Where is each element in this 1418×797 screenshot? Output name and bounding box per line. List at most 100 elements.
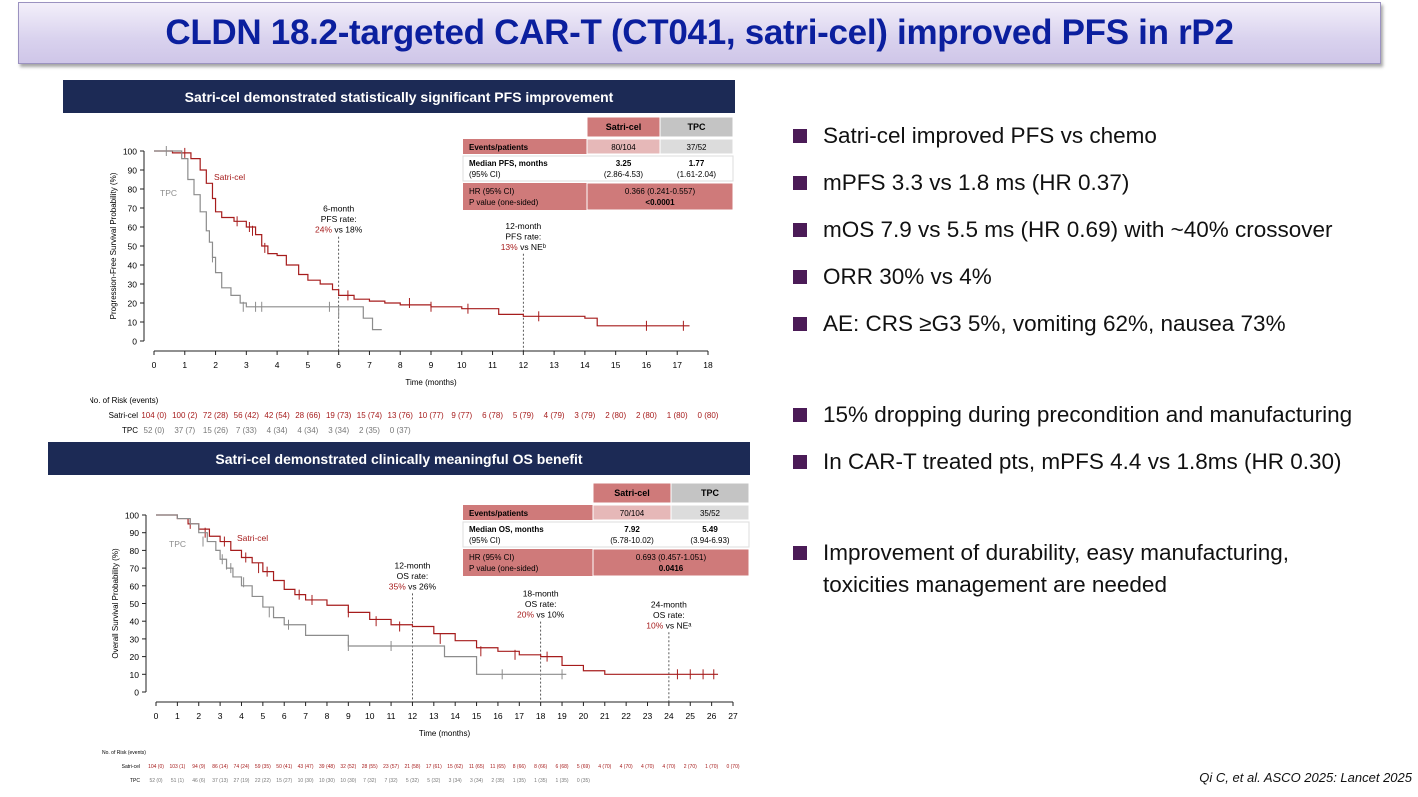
risk-value-satri: 42 (54): [264, 411, 290, 420]
risk-value-tpc: 2 (35): [359, 426, 380, 435]
risk-value-tpc: 27 (19): [234, 778, 250, 783]
pfs-panel-header: Satri-cel demonstrated statistically sig…: [63, 80, 735, 113]
bullet-item: mPFS 3.3 vs 1.8 ms (HR 0.37): [793, 167, 1129, 199]
x-axis-label: Time (months): [419, 729, 471, 738]
milestone-label: PFS rate:: [505, 231, 541, 241]
milestone-rate: 10% vs NEᵃ: [646, 620, 692, 630]
bullet-square-icon: [793, 408, 807, 422]
y-tick-label: 60: [130, 581, 140, 591]
x-tick-label: 6: [282, 711, 287, 721]
table-p-label: P value (one-sided): [469, 198, 539, 207]
risk-value-tpc: 4 (34): [297, 426, 318, 435]
bullet-item: ORR 30% vs 4%: [793, 261, 992, 293]
x-tick-label: 3: [244, 360, 249, 370]
x-tick-label: 14: [580, 360, 590, 370]
y-axis-label: Progression-Free Survival Probability (%…: [109, 172, 118, 319]
bullet-square-icon: [793, 129, 807, 143]
table-median-tpc: 5.49: [702, 525, 718, 534]
risk-table-title: No. of Risk (events): [90, 396, 159, 405]
y-tick-label: 50: [128, 242, 138, 252]
x-tick-label: 12: [519, 360, 529, 370]
x-tick-label: 25: [686, 711, 696, 721]
series-label: TPC: [169, 539, 186, 549]
risk-value-tpc: 7 (33): [236, 426, 257, 435]
x-tick-label: 17: [515, 711, 525, 721]
risk-value-tpc: 15 (27): [276, 778, 292, 783]
x-tick-label: 5: [306, 360, 311, 370]
x-tick-label: 9: [346, 711, 351, 721]
table-ci-satri: (2.86-4.53): [604, 170, 643, 179]
km-curve-satri-cel: [154, 150, 690, 327]
table-events-label: Events/patients: [469, 143, 529, 152]
x-tick-label: 21: [600, 711, 610, 721]
risk-value-tpc: 2 (35): [491, 778, 504, 783]
table-ci-label: (95% CI): [469, 536, 501, 545]
x-tick-label: 4: [239, 711, 244, 721]
risk-value-satri: 21 (58): [405, 764, 421, 770]
bullet-square-icon: [793, 176, 807, 190]
satri-cel-rate: 10%: [646, 620, 663, 630]
table-p-label: P value (one-sided): [469, 564, 539, 573]
risk-value-satri: 4 (70): [598, 764, 611, 770]
risk-value-satri: 72 (28): [203, 411, 229, 420]
x-tick-label: 26: [707, 711, 717, 721]
risk-label-tpc: TPC: [130, 778, 140, 783]
table-median-label: Median PFS, months: [469, 159, 548, 168]
risk-value-tpc: 3 (34): [470, 778, 483, 783]
risk-value-tpc: 1 (35): [534, 778, 547, 783]
risk-value-tpc: 10 (30): [298, 778, 314, 783]
risk-value-tpc: 0 (37): [390, 426, 411, 435]
x-tick-label: 1: [175, 711, 180, 721]
table-header-tpc: [659, 116, 734, 138]
milestone-label: PFS rate:: [321, 214, 357, 224]
risk-value-satri: 4 (79): [544, 411, 565, 420]
x-tick-label: 27: [728, 711, 738, 721]
x-tick-label: 0: [154, 711, 159, 721]
milestone-label: 12-month: [505, 221, 541, 231]
citation: Qi C, et al. ASCO 2025: Lancet 2025: [1199, 770, 1412, 785]
risk-value-satri: 94 (9): [192, 764, 205, 770]
bullet-square-icon: [793, 223, 807, 237]
bullet-item: In CAR-T treated pts, mPFS 4.4 vs 1.8ms …: [793, 446, 1342, 478]
tpc-rate: vs 18%: [332, 225, 363, 235]
table-median-label: Median OS, months: [469, 525, 544, 534]
risk-value-satri: 8 (66): [513, 764, 526, 770]
x-tick-label: 24: [664, 711, 674, 721]
risk-value-satri: 1 (80): [667, 411, 688, 420]
x-tick-label: 15: [472, 711, 482, 721]
os-panel-header: Satri-cel demonstrated clinically meanin…: [48, 442, 750, 475]
tpc-rate: vs NEᵇ: [518, 242, 546, 252]
tpc-rate: vs NEᵃ: [663, 620, 692, 630]
table-ci-satri: (5.78-10.02): [610, 536, 654, 545]
x-tick-label: 8: [325, 711, 330, 721]
risk-value-satri: 56 (42): [234, 411, 260, 420]
risk-value-tpc: 3 (34): [449, 778, 462, 783]
y-tick-label: 70: [128, 204, 138, 214]
series-label: TPC: [160, 188, 177, 198]
tpc-rate: vs 10%: [534, 610, 565, 620]
risk-value-satri: 2 (80): [636, 411, 657, 420]
risk-value-satri: 17 (61): [426, 764, 442, 770]
table-hr-label-cell: [463, 183, 587, 210]
milestone-label: 6-month: [323, 204, 354, 214]
y-tick-label: 30: [130, 634, 140, 644]
risk-value-satri: 6 (78): [482, 411, 503, 420]
risk-label-satri: Satri-cel: [122, 764, 140, 770]
x-tick-label: 9: [429, 360, 434, 370]
y-tick-label: 40: [128, 261, 138, 271]
milestone-label: OS rate:: [653, 610, 685, 620]
risk-value-satri: 0 (80): [698, 411, 719, 420]
table-hr-label: HR (95% CI): [469, 187, 515, 196]
km-curve-tpc: [154, 150, 382, 331]
y-tick-label: 0: [134, 688, 139, 698]
table-header-tpc: [670, 482, 750, 504]
risk-value-satri: 3 (79): [574, 411, 595, 420]
satri-cel-rate: 24%: [315, 225, 332, 235]
x-tick-label: 10: [365, 711, 375, 721]
table-ci-label: (95% CI): [469, 170, 501, 179]
x-tick-label: 0: [152, 360, 157, 370]
table-ci-tpc: (1.61-2.04): [677, 170, 716, 179]
table-hr-value-cell: [586, 182, 734, 211]
x-tick-label: 11: [488, 360, 497, 370]
